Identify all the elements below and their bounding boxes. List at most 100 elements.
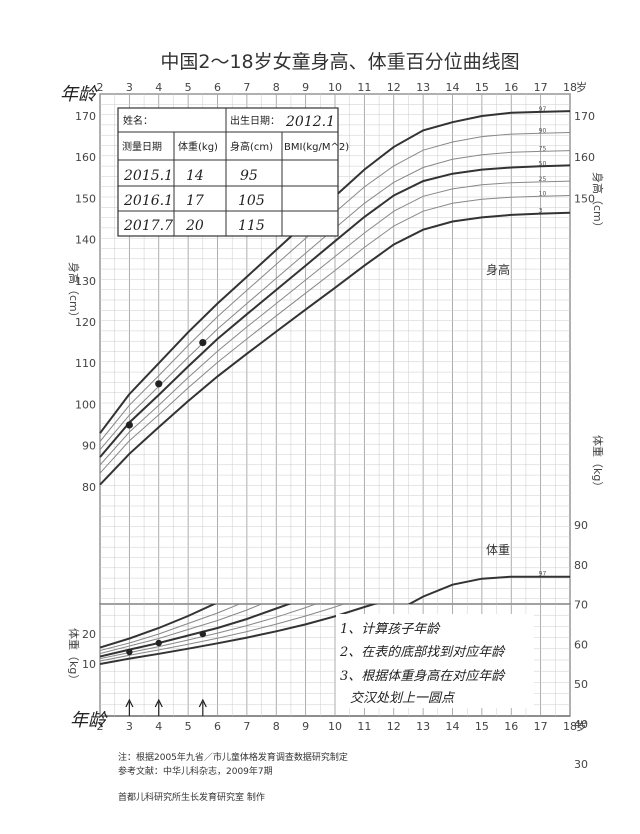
height-point — [125, 421, 133, 429]
height-curve-10 — [99, 195, 571, 474]
handwritten-notes: 1、计算孩子年龄 2、在表的底部找到对应年龄 3、根据体重身高在对应年龄 交汉处… — [336, 614, 534, 708]
x-tick-bottom: 13 — [416, 720, 430, 733]
note-4: 交汉处划上一圆点 — [350, 690, 456, 706]
height-curve-label-97: 97 — [539, 106, 547, 113]
x-tick-bottom: 7 — [243, 720, 250, 733]
row3-date: 2017.7 — [123, 218, 173, 234]
weight-curve-label: 体重 — [486, 543, 510, 557]
weight-point — [199, 630, 207, 638]
height-axis-label-right: 身高（cm） — [591, 172, 605, 233]
dob-label: 出生日期： — [230, 114, 280, 127]
record-table: 姓名： 出生日期： 2012.1 测量日期 体重(kg) 身高(cm) BMI(… — [117, 107, 349, 237]
x-tick-bottom: 16 — [504, 720, 518, 733]
x-tick-top: 16 — [504, 81, 518, 94]
age-label-bottom: 年龄 — [70, 710, 108, 731]
weight-tick-right: 50 — [574, 678, 588, 691]
row1-weight: 14 — [186, 168, 204, 184]
weight-tick-right: 60 — [574, 638, 588, 651]
weight-lower-curve-25 — [100, 604, 318, 660]
row3-height: 115 — [238, 218, 265, 234]
x-tick-top: 17 — [534, 81, 548, 94]
weight-lower-curve-50 — [100, 604, 292, 658]
weight-axis-lower: 10 20 — [82, 628, 96, 671]
weight-lower-curve-3 — [100, 604, 378, 665]
height-tick-left: 100 — [75, 398, 96, 411]
x-tick-top: 10 — [328, 81, 342, 94]
x-tick-top: 11 — [357, 81, 371, 94]
weight-curve-label-75: 75 — [539, 643, 547, 650]
x-tick-top: 5 — [185, 81, 192, 94]
name-label: 姓名： — [123, 114, 153, 127]
note-2: 2、在表的底部找到对应年龄 — [339, 644, 506, 660]
x-tick-top: 13 — [416, 81, 430, 94]
height-tick-right: 160 — [574, 151, 595, 164]
x-tick-bottom: 2 — [97, 720, 104, 733]
x-tick-top: 18 — [563, 81, 577, 94]
height-point — [199, 339, 207, 347]
x-tick-top: 8 — [273, 81, 280, 94]
footnote-source: 注：根据2005年九省／市儿童体格发育调查数据研究制定 — [118, 751, 348, 763]
x-tick-top: 3 — [126, 81, 133, 94]
x-tick-bottom: 18 — [563, 720, 577, 733]
x-unit-bottom: 岁 — [576, 719, 587, 733]
height-tick-right: 150 — [574, 192, 595, 205]
row2-date: 2016.1 — [123, 193, 173, 209]
weight-tick-right: 30 — [574, 758, 588, 771]
x-tick-bottom: 12 — [387, 720, 401, 733]
x-tick-top: 12 — [387, 81, 401, 94]
weight-tick-right: 40 — [574, 718, 588, 731]
height-tick-right: 170 — [574, 110, 595, 123]
age-arrows — [125, 698, 207, 716]
x-tick-bottom: 4 — [155, 720, 162, 733]
x-tick-bottom: 3 — [126, 720, 133, 733]
x-tick-bottom: 10 — [328, 720, 342, 733]
height-curve-label-50: 50 — [539, 160, 547, 167]
weight-curve-label-25: 25 — [539, 695, 547, 702]
height-tick-left: 140 — [75, 234, 96, 247]
weight-curve-3 — [100, 732, 570, 834]
x-tick-top: 6 — [214, 81, 221, 94]
height-curve-label-3: 3 — [539, 208, 543, 215]
x-tick-bottom: 6 — [214, 720, 221, 733]
weight-point — [155, 639, 162, 647]
weight-axis-label-right: 体重（kg） — [591, 435, 605, 492]
x-tick-top: 7 — [243, 81, 250, 94]
height-curve-label-25: 25 — [539, 176, 547, 183]
footnote-reference: 参考文献：中华儿科杂志，2009年7期 — [118, 765, 273, 777]
row1-height: 95 — [240, 168, 258, 184]
x-axis-bottom: 2 3 4 5 6 7 8 9 10 11 12 13 14 15 16 17 18 岁 — [97, 719, 588, 733]
header-height: 身高(cm) — [230, 140, 273, 153]
x-tick-top: 9 — [302, 81, 309, 94]
weight-lower-curve-10 — [100, 604, 346, 662]
row3-weight: 20 — [185, 218, 204, 234]
weight-axis: 30 40 50 60 70 80 90 — [574, 519, 588, 771]
arrow-head — [154, 698, 163, 708]
row2-weight: 17 — [186, 193, 204, 209]
height-axis-label-left: 身高（cm） — [67, 262, 81, 323]
header-weight: 体重(kg) — [178, 140, 218, 153]
height-curve-25 — [99, 180, 571, 466]
row2-height: 105 — [238, 193, 265, 209]
arrow-head — [198, 698, 207, 708]
height-curve-label-10: 10 — [539, 190, 547, 197]
note-3: 3、根据体重身高在对应年龄 — [340, 668, 506, 684]
weight-lower-curve-97 — [100, 604, 217, 649]
x-tick-bottom: 5 — [185, 720, 192, 733]
weight-point — [126, 648, 133, 656]
height-tick-left: 170 — [75, 110, 96, 123]
weight-curve-label-90: 90 — [539, 618, 547, 625]
weight-axis-label-left: 体重（kg） — [67, 628, 81, 685]
height-tick-left: 90 — [82, 440, 96, 453]
chart-title: 中国2～18岁女童身高、体重百分位曲线图 — [160, 51, 519, 73]
weight-tick-right: 80 — [574, 559, 588, 572]
x-tick-bottom: 8 — [273, 720, 280, 733]
height-curve-50 — [99, 164, 571, 458]
weight-curve-label-50: 50 — [539, 673, 547, 680]
height-curve-label-90: 90 — [539, 127, 547, 134]
age-label-top: 年龄 — [60, 84, 98, 105]
row1-date: 2015.1 — [123, 168, 173, 184]
weight-lower-curve-90 — [100, 604, 241, 651]
